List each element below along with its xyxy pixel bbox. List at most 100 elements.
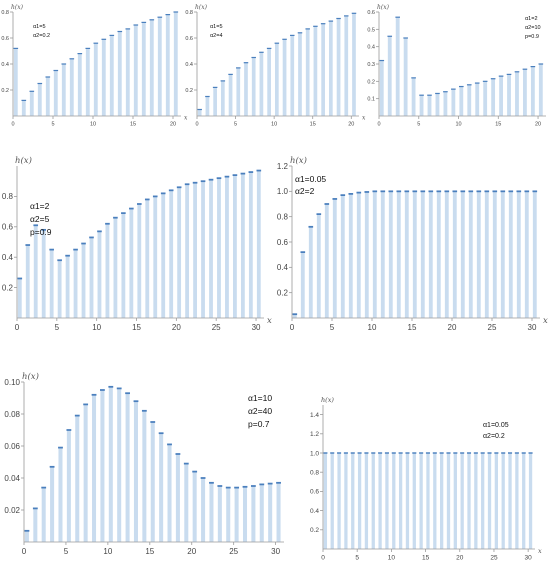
y-axis-label: h(x) <box>195 4 208 11</box>
bar <box>524 191 529 318</box>
bar <box>522 453 526 549</box>
bar <box>352 13 356 116</box>
y-tick-label: 0.08 <box>4 410 20 419</box>
bar <box>405 453 410 549</box>
bar <box>440 453 444 549</box>
bar <box>436 191 441 318</box>
y-tick-label: 0.4 <box>367 45 375 51</box>
bar <box>33 225 38 318</box>
bar <box>516 191 521 318</box>
chart-panel-5: 0 5 10 15 20 25 30 0.2 0.4 0.6 0.8 1.0 1.2h(x) x α1=0.… <box>277 155 548 332</box>
bar <box>344 453 348 549</box>
bar <box>24 530 29 542</box>
x-tick-label: 25 <box>490 555 498 562</box>
x-tick-label: 15 <box>422 555 430 562</box>
bar <box>213 87 217 116</box>
bar <box>267 48 271 116</box>
bar <box>396 191 401 318</box>
bar <box>29 91 34 116</box>
x-tick-label: 10 <box>90 122 96 128</box>
bar <box>169 190 174 318</box>
x-tick-label: 5 <box>234 122 237 128</box>
bar <box>467 84 472 116</box>
bar <box>33 508 38 542</box>
y-tick-label: 0.8 <box>277 212 289 221</box>
bar <box>385 453 389 549</box>
bar <box>268 483 273 542</box>
bar <box>184 463 189 542</box>
bar <box>192 471 197 542</box>
y-tick-label: 0.4 <box>1 62 9 68</box>
y-tick-label: 0.6 <box>310 489 319 496</box>
bar <box>313 26 318 116</box>
parameter-annotation: α1=2 <box>525 16 538 22</box>
bar <box>484 191 489 318</box>
bar <box>167 444 172 542</box>
bar <box>97 231 102 318</box>
bar <box>17 278 22 318</box>
bar <box>491 78 496 116</box>
bar <box>45 77 50 116</box>
parameter-annotation: α1=5 <box>33 24 46 30</box>
bar <box>197 109 202 116</box>
x-tick-label: 15 <box>495 122 501 128</box>
bar <box>419 453 423 549</box>
bar <box>364 453 369 549</box>
bar <box>324 204 329 318</box>
bar <box>161 193 166 318</box>
bar <box>251 57 256 116</box>
chart-panel-2: 0 5 10 15 20 0.2 0.4 0.6 0.8h(x) x α1=5 α2=4 <box>185 4 366 128</box>
y-tick-label: 0.8 <box>185 10 193 16</box>
bar <box>356 192 361 318</box>
bar <box>175 454 180 542</box>
parameter-annotation: α2=5 <box>30 214 50 224</box>
x-tick-label: 10 <box>388 555 396 562</box>
bar <box>452 191 457 318</box>
bar <box>137 204 142 318</box>
x-tick-label: 20 <box>535 122 541 128</box>
bar <box>357 453 362 549</box>
bar <box>371 453 375 549</box>
bar <box>508 191 513 318</box>
y-tick-label: 0.6 <box>2 223 14 232</box>
bar <box>344 15 349 116</box>
chart-panel-6: 0 5 10 15 20 25 30 0.02 0.04 0.06 0.08 0.10h(x) α1=1… <box>4 371 284 556</box>
y-axis-label: h(x) <box>11 4 24 11</box>
x-tick-label: 0 <box>321 555 325 562</box>
bar <box>173 12 178 116</box>
bar <box>459 86 464 116</box>
chart-panel-3: 0 5 10 15 20 0.1 0.2 0.3 0.4 0.5 0.6h(x) α1=2 α2=10 p… <box>367 4 546 128</box>
chart-panel-7: 0 5 10 15 20 25 30 0.2 0.4 0.6 0.8 1.0 1.2 1.4 h(x) x α1… <box>310 396 542 562</box>
bar <box>507 74 511 116</box>
y-tick-label: 0.2 <box>185 88 193 94</box>
x-tick-label: 20 <box>456 555 464 562</box>
bar <box>129 208 134 318</box>
bar <box>403 38 408 116</box>
bar <box>25 245 30 318</box>
bar <box>492 191 497 318</box>
bar <box>92 394 97 542</box>
bar <box>372 191 377 318</box>
bar <box>487 453 492 549</box>
bar <box>451 89 456 116</box>
y-axis-label: h(x) <box>290 155 307 166</box>
bar <box>395 17 400 117</box>
bar <box>65 255 70 318</box>
y-tick-label: 0.6 <box>185 36 193 42</box>
y-axis-label: h(x) <box>15 155 32 166</box>
bar <box>412 191 417 318</box>
bar <box>225 176 229 318</box>
bar <box>89 237 94 318</box>
x-tick-label: 20 <box>348 122 354 128</box>
x-axis-label: x <box>362 114 366 121</box>
bar <box>142 410 147 542</box>
bar <box>515 71 519 116</box>
bar <box>105 223 110 318</box>
parameter-annotation: p=0.9 <box>525 34 539 40</box>
x-tick-label: 25 <box>212 323 221 332</box>
parameter-annotation: α1=10 <box>248 393 272 403</box>
bar <box>205 96 210 116</box>
bar <box>100 390 105 542</box>
y-tick-label: 0.2 <box>1 88 9 94</box>
bar <box>420 191 425 318</box>
